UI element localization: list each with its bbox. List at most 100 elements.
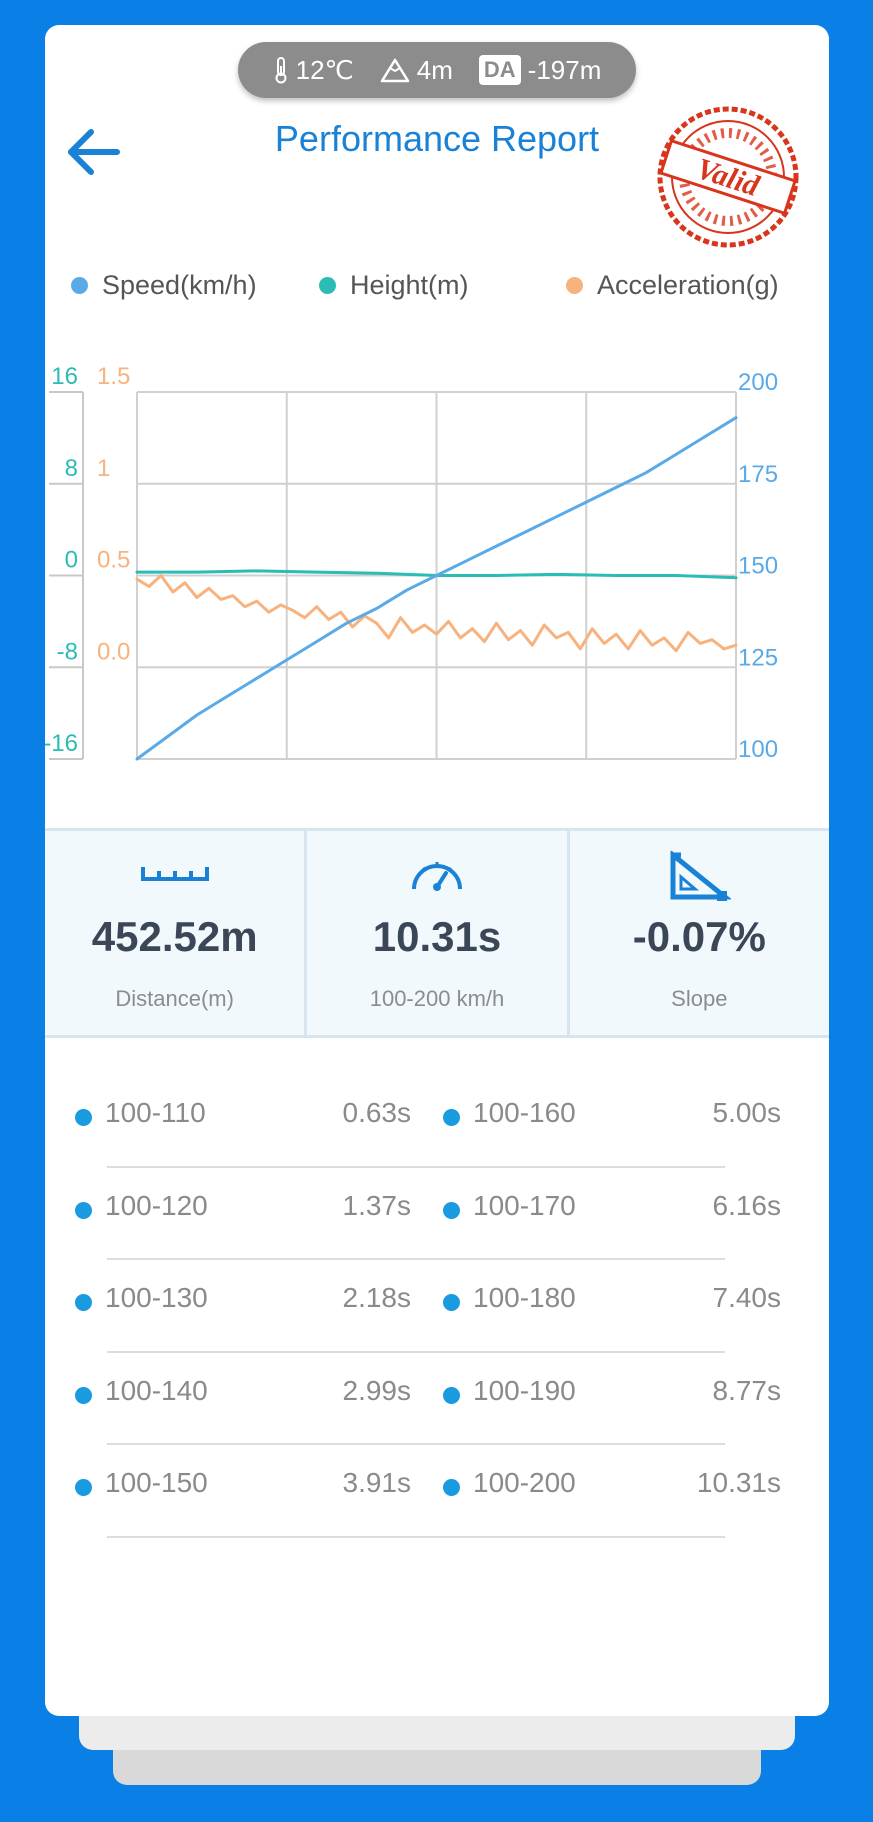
altitude-value: 4m	[416, 54, 453, 85]
legend-acceleration-dot	[566, 277, 583, 294]
split-time: 7.40s	[712, 1282, 782, 1313]
split-divider	[107, 1258, 725, 1260]
split-row: 100-150 3.91s 100-200 10.31s	[45, 1445, 829, 1538]
speed-tick-label: 100	[738, 736, 778, 763]
time-stat: 10.31s 100-200 km/h	[304, 831, 566, 1035]
split-range: 100-180	[473, 1282, 576, 1313]
acceleration-line	[135, 574, 738, 653]
valid-stamp: Valid	[657, 106, 799, 248]
split-time: 6.16s	[712, 1189, 782, 1221]
split-item-right: 100-190 8.77s	[443, 1375, 781, 1415]
split-divider	[107, 1165, 725, 1168]
thermometer-icon	[275, 57, 287, 84]
distance-label: Distance(m)	[115, 986, 234, 1011]
speed-tick-label: 200	[738, 369, 778, 396]
split-range: 100-140	[105, 1374, 208, 1406]
speed-tick-label: 175	[738, 461, 778, 488]
split-dot	[443, 1109, 460, 1126]
split-item-left: 100-130 2.18s	[75, 1282, 411, 1322]
legend-speed: Speed(km/h)	[71, 270, 257, 301]
legend-acceleration: Acceleration(g)	[566, 270, 779, 301]
back-arrow-icon[interactable]	[61, 120, 125, 184]
split-time: 0.63s	[342, 1097, 412, 1128]
temperature-reading: 12℃	[273, 55, 354, 86]
split-row: 100-140 2.99s 100-190 8.77s	[45, 1353, 829, 1445]
speed-tick-label: 125	[738, 644, 778, 671]
distance-value: 452.52m	[91, 913, 258, 960]
split-times-list: 100-110 0.63s 100-160 5.00s 100-120 1.37…	[45, 1075, 829, 1538]
legend-acceleration-label: Acceleration(g)	[597, 270, 779, 300]
height-tick-label: 16	[51, 363, 78, 390]
time-label: 100-200 km/h	[369, 986, 505, 1011]
split-time: 2.99s	[342, 1374, 412, 1406]
split-dot	[75, 1201, 92, 1219]
split-range: 100-170	[473, 1189, 576, 1221]
slope-stat: -0.07% Slope	[566, 831, 829, 1035]
split-time: 3.91s	[342, 1467, 412, 1498]
split-divider	[107, 1535, 725, 1538]
split-range: 100-120	[105, 1189, 208, 1221]
page-title: Performance Report	[274, 118, 600, 159]
split-dot	[443, 1294, 460, 1311]
split-row: 100-130 2.18s 100-180 7.40s	[45, 1260, 829, 1353]
height-tick-label: -8	[57, 638, 78, 665]
split-range: 100-130	[105, 1282, 208, 1313]
height-tick-label: 8	[65, 455, 78, 482]
split-row: 100-120 1.37s 100-170 6.16s	[45, 1168, 829, 1260]
split-dot	[443, 1479, 460, 1496]
speedometer-icon	[411, 862, 462, 891]
split-time: 10.31s	[696, 1467, 781, 1498]
temperature-value: 12℃	[295, 54, 354, 85]
split-item-left: 100-110 0.63s	[75, 1097, 411, 1137]
split-time: 8.77s	[712, 1374, 782, 1406]
report-card: 12℃ 4m DA -197m Performance Report Valid	[45, 25, 829, 1716]
split-dot	[443, 1201, 460, 1219]
slope-label: Slope	[671, 986, 728, 1011]
environment-pill: 12℃ 4m DA -197m	[238, 42, 636, 98]
chart-legend: Speed(km/h) Height(m) Acceleration(g)	[45, 270, 829, 310]
split-dot	[75, 1109, 92, 1126]
ruler-icon	[140, 867, 209, 881]
split-dot	[443, 1386, 460, 1404]
legend-height: Height(m)	[319, 270, 469, 301]
split-range: 100-190	[473, 1374, 576, 1406]
split-range: 100-160	[473, 1097, 576, 1128]
split-item-left: 100-140 2.99s	[75, 1375, 411, 1415]
acceleration-tick-label: 1.5	[97, 363, 130, 390]
legend-speed-dot	[71, 277, 88, 294]
split-dot	[75, 1386, 92, 1404]
distance-stat: 452.52m Distance(m)	[45, 831, 304, 1035]
split-item-right: 100-200 10.31s	[443, 1467, 781, 1507]
split-dot	[75, 1479, 92, 1496]
split-divider	[107, 1443, 725, 1445]
slope-value: -0.07%	[632, 913, 766, 960]
density-altitude-reading: DA -197m	[478, 54, 602, 86]
split-item-left: 100-120 1.37s	[75, 1190, 411, 1230]
slope-icon	[670, 851, 732, 901]
height-tick-label: 0	[65, 547, 78, 574]
split-item-left: 100-150 3.91s	[75, 1467, 411, 1507]
split-item-right: 100-180 7.40s	[443, 1282, 781, 1322]
split-time: 5.00s	[712, 1097, 782, 1128]
height-tick-label: -16	[45, 730, 78, 757]
speed-line	[135, 416, 738, 761]
legend-height-label: Height(m)	[350, 270, 469, 300]
speed-tick-label: 150	[738, 553, 778, 580]
legend-speed-label: Speed(km/h)	[102, 270, 257, 300]
split-row: 100-110 0.63s 100-160 5.00s	[45, 1075, 829, 1168]
split-divider	[107, 1350, 725, 1353]
time-value: 10.31s	[372, 913, 502, 960]
density-altitude-badge: DA	[478, 55, 521, 85]
split-dot	[75, 1294, 92, 1311]
performance-chart: 16 8 0 -8 -16 1.5 1 0.5 0.0 200 175 150 125 100	[45, 363, 778, 763]
stats-row: 452.52m Distance(m) 10.31s 100-200 km/h	[45, 828, 829, 1038]
split-range: 100-110	[105, 1097, 206, 1128]
split-range: 100-150	[105, 1467, 208, 1498]
altitude-reading: 4m	[380, 55, 453, 86]
legend-height-dot	[319, 277, 336, 294]
acceleration-tick-label: 1	[97, 455, 110, 482]
mountain-icon	[380, 58, 409, 83]
density-altitude-value: -197m	[527, 54, 602, 85]
split-range: 100-200	[473, 1467, 576, 1498]
acceleration-tick-label: 0.0	[97, 638, 130, 665]
